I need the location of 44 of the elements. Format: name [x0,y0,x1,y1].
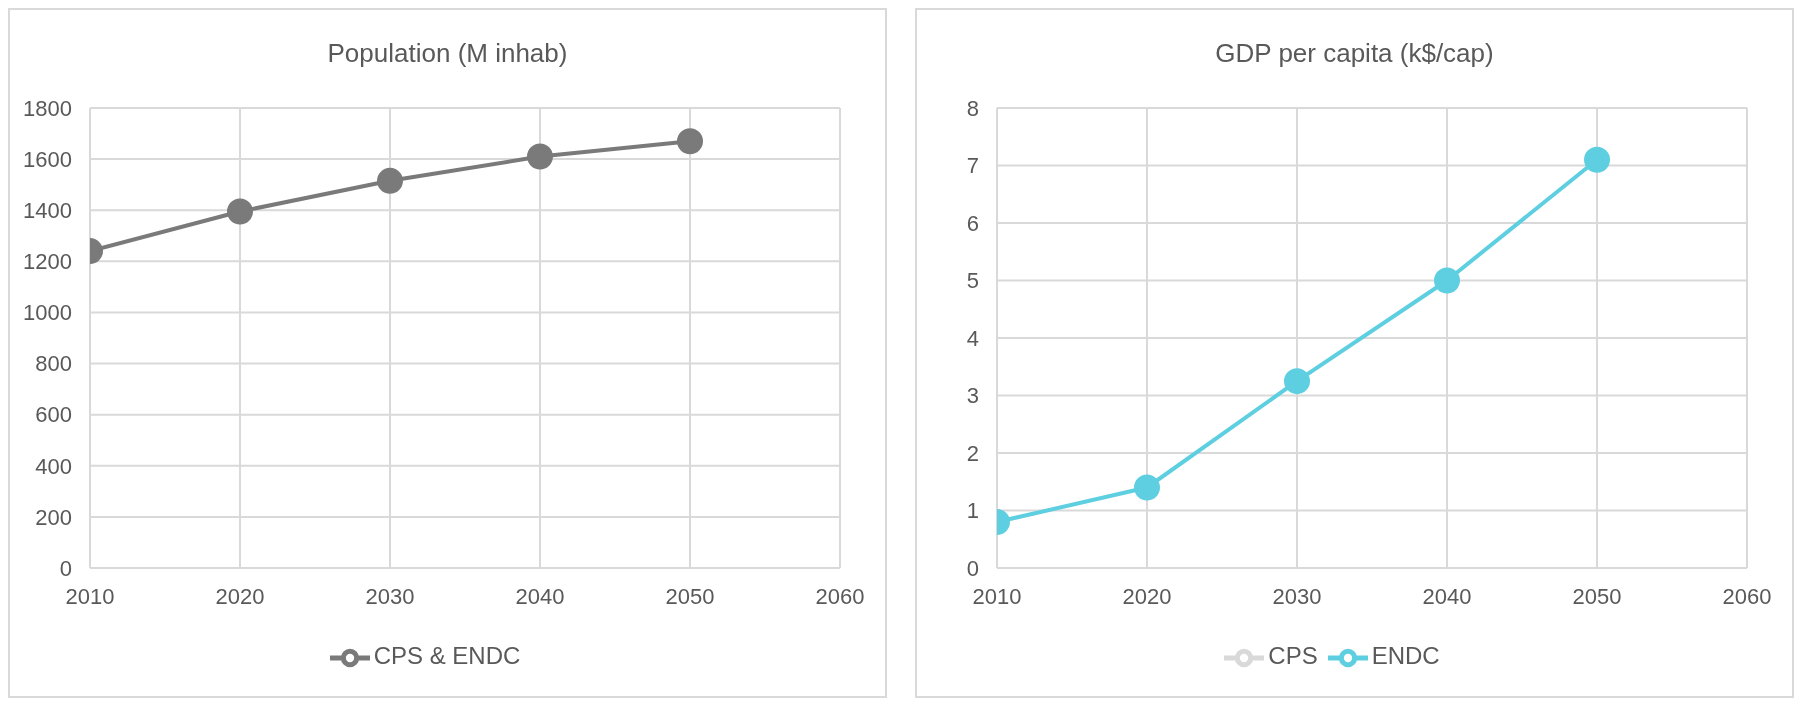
x-tick-label: 2040 [1422,583,1472,609]
y-tick-label: 1400 [23,198,72,224]
x-tick-label: 2020 [1122,583,1172,609]
point [1434,267,1460,294]
point [677,128,703,155]
x-tick-label: 2030 [365,583,415,609]
y-tick-label: 7 [966,153,979,179]
point [1284,368,1310,395]
x-tick-label: 2030 [1272,583,1322,609]
legend-label: CPS & ENDC [373,642,521,670]
y-tick-label: 800 [35,351,72,377]
x-tick-label: 2040 [515,583,565,609]
y-tick-label: 5 [966,268,979,294]
y-tick-label: 0 [966,555,979,581]
y-tick-label: 3 [966,383,979,409]
y-tick-label: 400 [35,453,72,479]
y-tick-label: 1800 [23,95,72,121]
point [1134,474,1160,501]
y-tick-label: 1600 [23,146,72,172]
y-tick-label: 0 [59,555,72,581]
chart-title: Population (M inhab) [326,37,569,70]
y-tick-label: 1200 [23,249,72,275]
x-tick-label: 2060 [815,583,865,609]
x-tick-label: 2050 [665,583,715,609]
y-tick-label: 1 [966,498,979,524]
chart-title: GDP per capita (k$/cap) [1214,37,1495,70]
point [527,143,553,170]
x-tick-label: 2050 [1572,583,1622,609]
y-tick-label: 6 [966,210,979,236]
point [377,167,403,194]
y-tick-label: 2 [966,440,979,466]
y-tick-label: 8 [966,95,979,121]
legend-label: CPS [1268,642,1318,670]
y-tick-label: 600 [35,402,72,428]
x-tick-label: 2010 [65,583,115,609]
y-tick-label: 200 [35,504,72,530]
x-tick-label: 2060 [1722,583,1772,609]
x-tick-label: 2020 [215,583,265,609]
y-tick-label: 4 [966,325,979,351]
point [1584,146,1610,173]
y-tick-label: 1000 [23,300,72,326]
legend-label: ENDC [1371,642,1440,670]
x-tick-label: 2010 [972,583,1022,609]
point [227,198,253,225]
